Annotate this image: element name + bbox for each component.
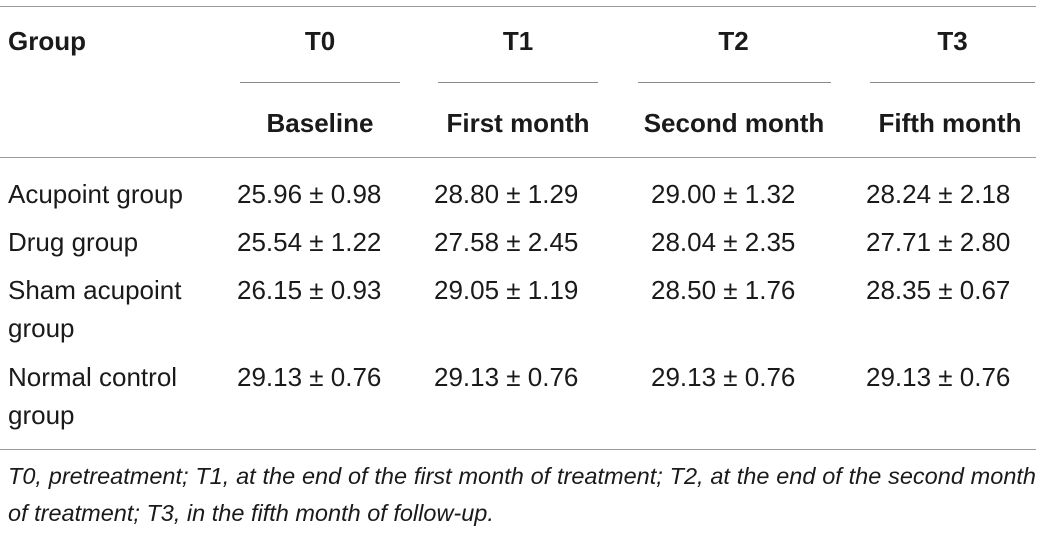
table-cell: 29.13 ± 0.76 [434,362,579,392]
header-t0: T0 [304,26,336,56]
table-cell: 29.05 ± 1.19 [434,275,579,305]
row-group-label-line: Normal control [8,362,178,392]
header-baseline: Baseline [266,108,374,138]
table-cell: 28.24 ± 2.18 [866,179,1011,209]
row-group-label-line: Sham acupoint [8,275,182,305]
table-cell: 26.15 ± 0.93 [237,275,382,305]
table-cell: 27.71 ± 2.80 [866,227,1011,257]
header-t2: T2 [718,26,749,56]
table-cell: 25.96 ± 0.98 [237,179,382,209]
table-cell: 29.13 ± 0.76 [651,362,796,392]
row-group-label-line: Drug group [8,227,139,257]
header-bottom-rule [0,157,1036,158]
table-top-rule [0,6,1036,7]
row-group-label: Drug group [8,223,138,261]
header-t2-underline [638,82,831,83]
table-footnote: T0, pretreatment; T1, at the end of the … [8,463,1036,526]
row-group-label-line: group [8,313,75,343]
header-t0-underline [240,82,400,83]
header-t1-underline [438,82,598,83]
header-fifth-month: Fifth month [878,108,1022,138]
table-cell: 25.54 ± 1.22 [237,227,382,257]
row-group-label-line: Acupoint group [8,179,183,209]
table-cell: 28.80 ± 1.29 [434,179,579,209]
table-cell: 28.50 ± 1.76 [651,275,796,305]
table-cell: 28.04 ± 2.35 [651,227,796,257]
row-group-label: Normal control group [8,358,177,434]
header-group: Group [8,26,86,56]
table-cell: 29.00 ± 1.32 [651,179,796,209]
table-bottom-rule [0,449,1036,450]
row-group-label-line: group [8,400,75,430]
table-cell: 29.13 ± 0.76 [237,362,382,392]
header-t3: T3 [937,26,968,56]
row-group-label: Sham acupoint group [8,271,181,347]
header-t3-underline [870,82,1035,83]
table-cell: 27.58 ± 2.45 [434,227,579,257]
table-cell: 28.35 ± 0.67 [866,275,1011,305]
table-cell: 29.13 ± 0.76 [866,362,1011,392]
header-first-month: First month [446,108,590,138]
row-group-label: Acupoint group [8,175,183,213]
header-second-month: Second month [643,108,825,138]
header-t1: T1 [502,26,534,56]
